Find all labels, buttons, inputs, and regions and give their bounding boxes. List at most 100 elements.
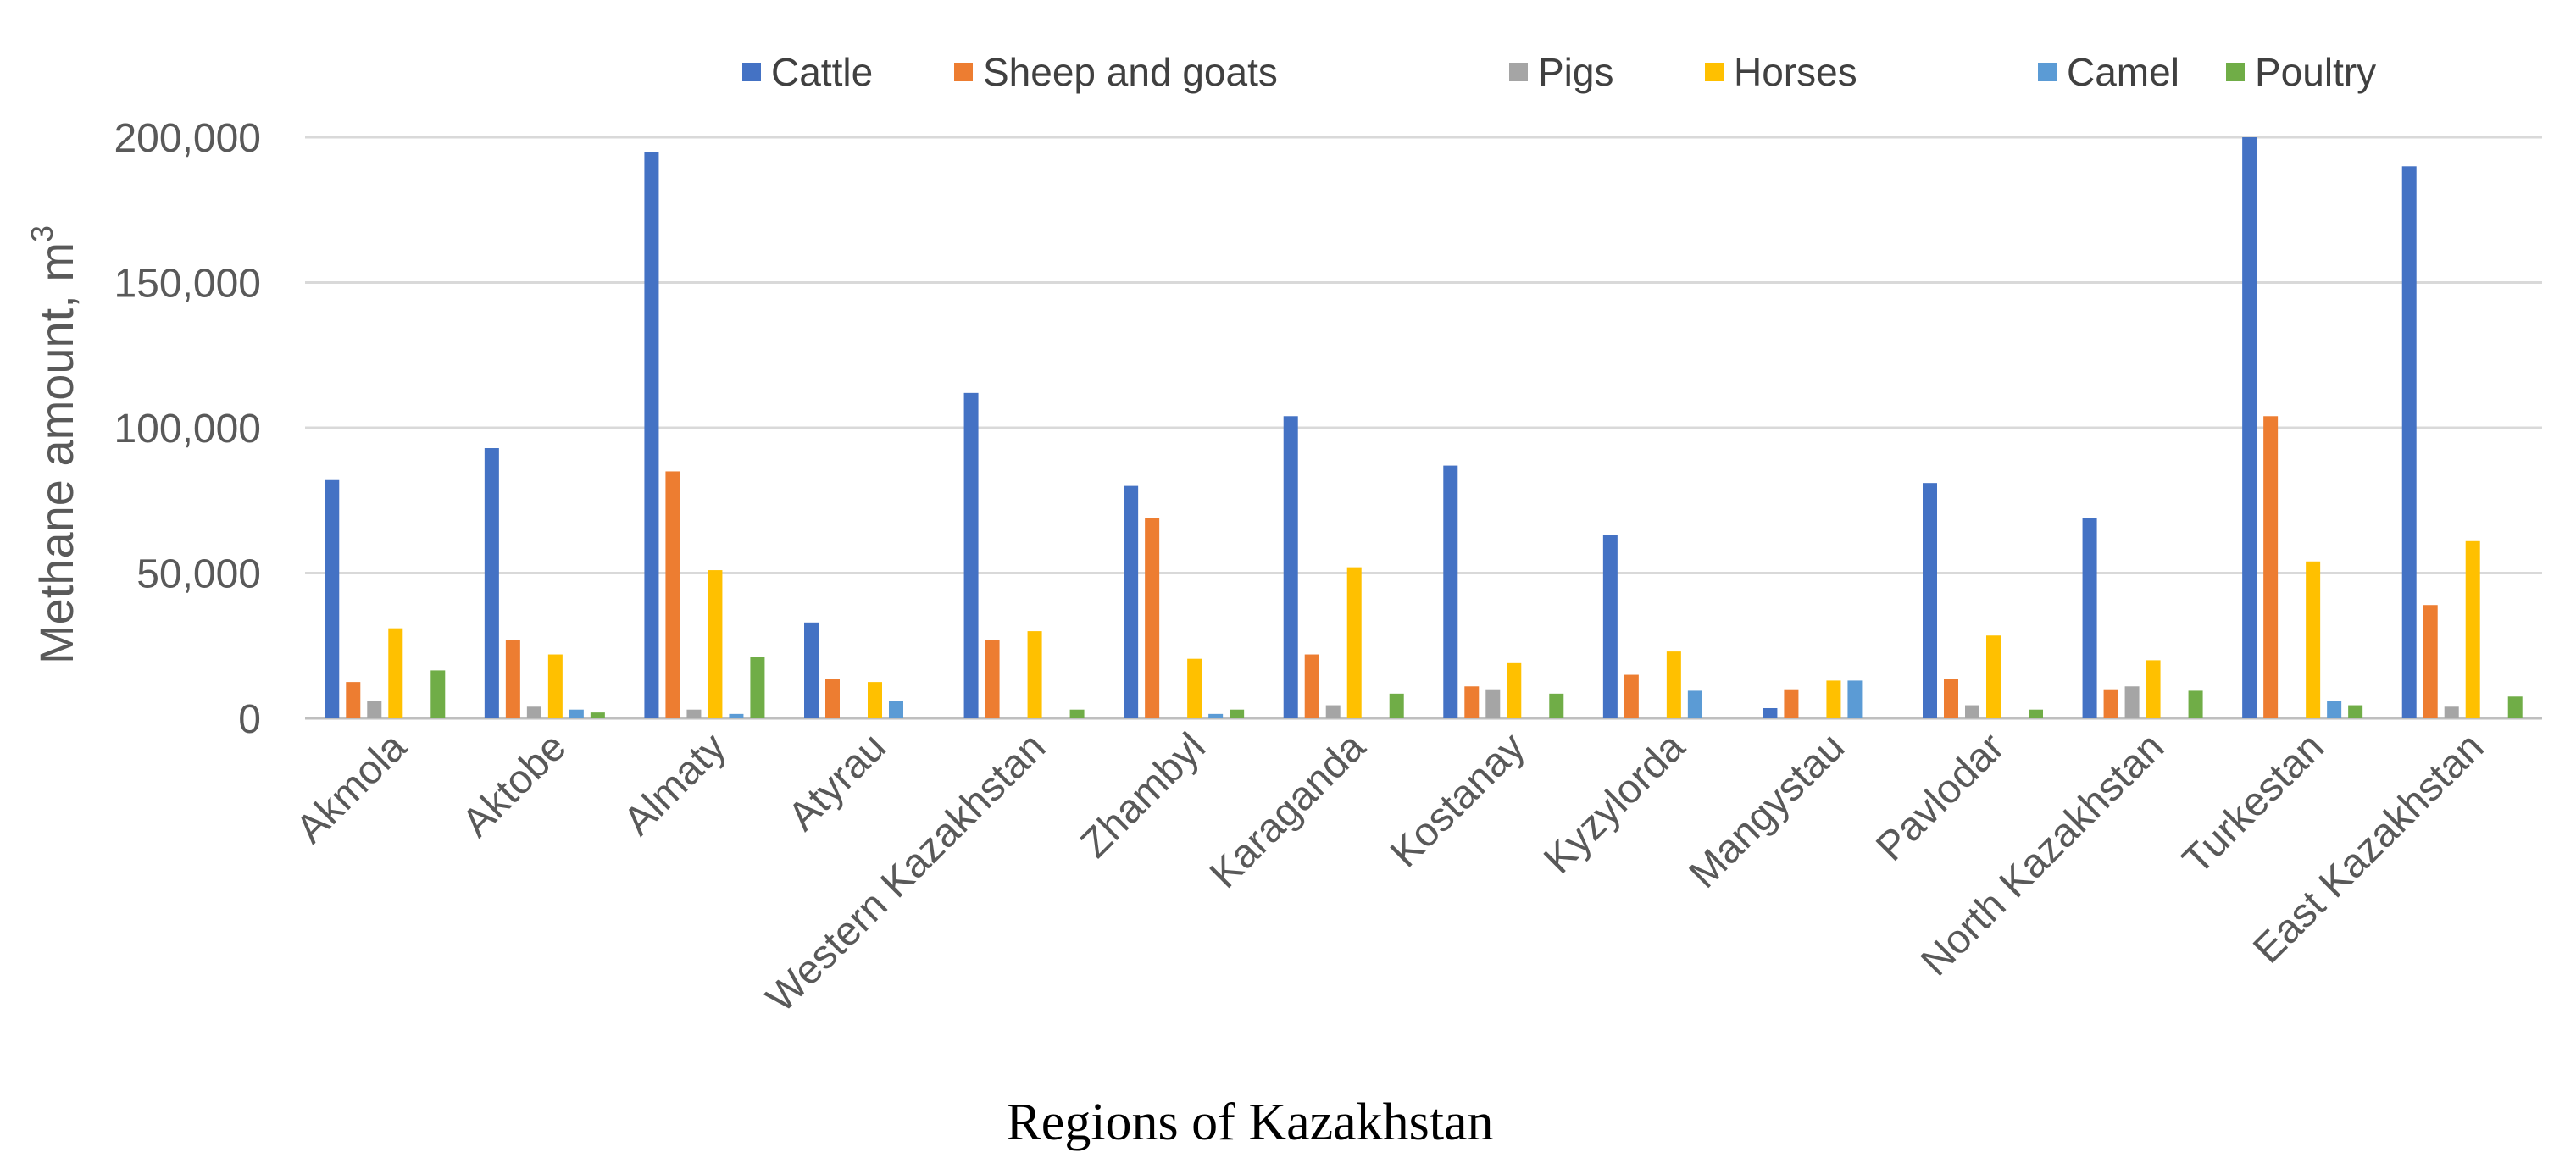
y-axis-title-superscript: 3 (25, 225, 59, 242)
x-tick-label: Kostanay (1382, 724, 1534, 876)
bar (1965, 705, 1979, 718)
x-tick-label: Almaty (615, 724, 735, 844)
bar (484, 448, 499, 718)
bar (2242, 137, 2257, 718)
bar (388, 628, 403, 718)
legend-swatch (1509, 63, 1528, 81)
bar (825, 679, 840, 718)
y-tick-label: 150,000 (114, 262, 261, 307)
y-tick-label: 100,000 (114, 407, 261, 452)
bar (2029, 709, 2043, 718)
bar (505, 640, 520, 718)
legend-swatch (954, 63, 973, 81)
y-axis-title-text: Methane amount, m (30, 242, 83, 664)
bar (1187, 658, 1202, 718)
bar (2327, 701, 2342, 718)
bar (1230, 709, 1245, 718)
bar (1443, 465, 1458, 718)
bar (1069, 709, 1085, 718)
bar (430, 670, 446, 718)
bar (1847, 680, 1863, 718)
bar (1485, 689, 1501, 718)
bar (1346, 567, 1362, 718)
bar (1923, 483, 1937, 718)
bar (1666, 651, 1681, 718)
bars (325, 137, 2523, 719)
bar (644, 152, 659, 718)
x-tick-label: Kyzylorda (1535, 724, 1694, 883)
x-tick-label: Zhambyl (1072, 724, 1214, 867)
bar (665, 471, 680, 718)
x-tick-label: Turkestan (2174, 724, 2333, 883)
bar (547, 654, 563, 718)
legend-label: Sheep and goats (983, 50, 1278, 94)
y-tick-label: 0 (238, 697, 261, 742)
bar (569, 709, 584, 718)
bar (2103, 689, 2118, 718)
bar (1283, 416, 1298, 718)
bar (367, 701, 382, 718)
bar (804, 622, 819, 718)
bar (1602, 535, 1618, 718)
bar (1304, 654, 1319, 718)
bar (2444, 706, 2459, 718)
bar (1784, 689, 1799, 718)
x-axis-title: Regions of Kazakhstan (1006, 1094, 1493, 1151)
legend-label: Cattle (771, 50, 873, 94)
x-tick-label: Atyrau (780, 724, 895, 839)
x-tick-label: Karaganda (1202, 724, 1374, 897)
legend-swatch (742, 63, 761, 81)
x-tick-label: Aktobe (453, 724, 575, 845)
bar (2465, 540, 2480, 718)
y-tick-label: 200,000 (114, 116, 261, 161)
bar (2306, 561, 2321, 718)
bar (346, 682, 361, 718)
bar (750, 657, 765, 718)
bar (729, 713, 744, 718)
legend: Cattle Sheep and goats Pigs Horses Camel Poul… (742, 50, 2376, 94)
y-axis-tick-labels: 0 50,000 100,000 150,000 200,000 (114, 116, 261, 742)
legend-swatch (2038, 63, 2057, 81)
bar (1549, 693, 1564, 718)
bar (2082, 518, 2097, 718)
bar (1145, 518, 1160, 718)
x-tick-label: Akmola (287, 724, 415, 852)
bar (1986, 635, 2001, 718)
x-tick-label: Pavlodar (1868, 724, 2012, 869)
legend-label: Poultry (2255, 50, 2376, 94)
bar (1464, 686, 1480, 718)
legend-swatch (2226, 63, 2245, 81)
x-tick-label: Mangystau (1681, 724, 1854, 897)
legend-label: Camel (2067, 50, 2179, 94)
bar (2348, 705, 2363, 718)
gridlines (305, 136, 2542, 720)
bar (1624, 674, 1639, 718)
bar (1507, 662, 1522, 718)
bar (1124, 485, 1139, 718)
bar (590, 712, 605, 718)
bar (2423, 605, 2438, 718)
bar (686, 709, 702, 718)
bar (325, 479, 340, 718)
bar (1325, 705, 1341, 718)
bar (2124, 686, 2140, 718)
bar (963, 392, 979, 718)
legend-label: Horses (1734, 50, 1857, 94)
bar (2507, 696, 2523, 718)
bar (2188, 690, 2203, 718)
legend-label: Pigs (1538, 50, 1613, 94)
bar (1027, 631, 1042, 718)
bar (1687, 690, 1702, 718)
bar (526, 706, 541, 718)
bar (708, 570, 723, 718)
bar (868, 682, 882, 718)
bar (2263, 416, 2279, 718)
bar (1944, 679, 1958, 718)
bar (2146, 660, 2161, 718)
x-tick-label: Western Kazakhstan (758, 724, 1054, 1021)
y-tick-label: 50,000 (136, 552, 261, 597)
bar (1763, 707, 1778, 718)
